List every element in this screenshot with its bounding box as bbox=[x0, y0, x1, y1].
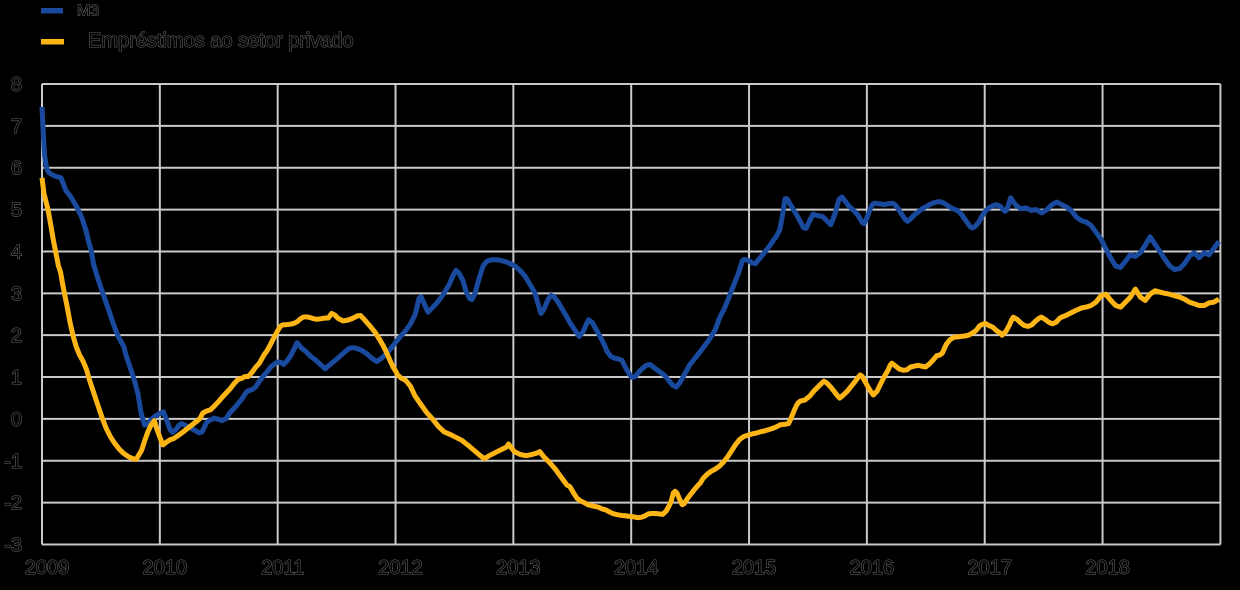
svg-text:2012: 2012 bbox=[378, 557, 423, 579]
svg-text:Empréstimos ao setor privado: Empréstimos ao setor privado bbox=[88, 30, 354, 52]
svg-text:5: 5 bbox=[11, 200, 22, 222]
svg-text:-2: -2 bbox=[4, 493, 22, 515]
svg-text:2013: 2013 bbox=[496, 557, 541, 579]
svg-text:2009: 2009 bbox=[25, 557, 70, 579]
svg-text:M3: M3 bbox=[77, 3, 99, 20]
svg-text:8: 8 bbox=[11, 74, 22, 96]
svg-text:2010: 2010 bbox=[143, 557, 188, 579]
svg-text:1: 1 bbox=[11, 367, 22, 389]
svg-text:7: 7 bbox=[11, 116, 22, 138]
svg-text:2014: 2014 bbox=[614, 557, 659, 579]
svg-text:4: 4 bbox=[11, 242, 22, 264]
svg-text:2015: 2015 bbox=[732, 557, 777, 579]
svg-text:2016: 2016 bbox=[850, 557, 895, 579]
svg-text:2011: 2011 bbox=[261, 557, 304, 579]
svg-text:2018: 2018 bbox=[1085, 557, 1130, 579]
svg-text:2017: 2017 bbox=[967, 557, 1012, 579]
svg-text:2: 2 bbox=[11, 325, 22, 347]
svg-text:6: 6 bbox=[11, 158, 22, 180]
svg-text:0: 0 bbox=[11, 409, 22, 431]
svg-text:-1: -1 bbox=[4, 451, 22, 473]
svg-text:-3: -3 bbox=[4, 535, 22, 557]
svg-text:3: 3 bbox=[11, 283, 22, 305]
